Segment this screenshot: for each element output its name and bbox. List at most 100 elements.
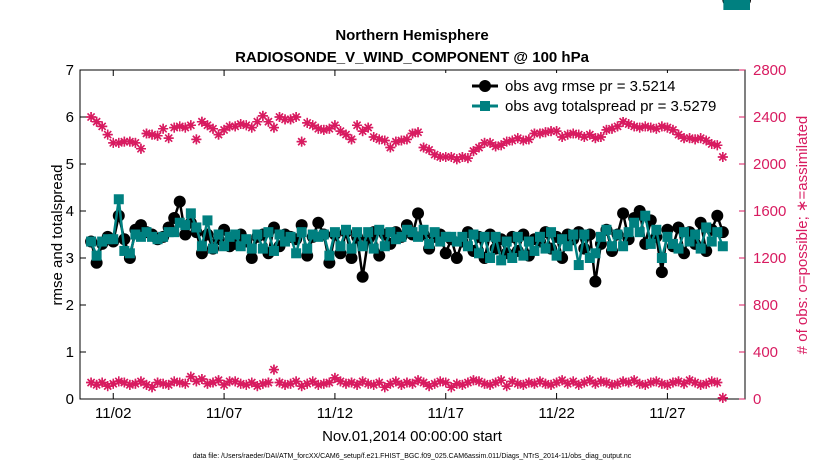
obs-assimilated-point (346, 134, 357, 145)
totalspread-point (468, 229, 479, 240)
totalspread-point (474, 248, 484, 259)
totalspread-point (523, 236, 534, 247)
obs-assimilated-point (695, 379, 706, 390)
obs-assimilated-point (562, 378, 573, 389)
totalspread-point (740, 0, 750, 10)
totalspread-point (341, 224, 351, 235)
obs-assimilated-point (468, 146, 479, 157)
obs-assimilated-point (385, 378, 396, 389)
totalspread-point (712, 227, 723, 238)
obs-assimilated-point (690, 134, 701, 145)
totalspread-point (568, 229, 579, 240)
obs-assimilated-point (141, 128, 152, 139)
obs-assimilated-point (645, 122, 656, 133)
obs-assimilated-point (679, 133, 690, 144)
obs-assimilated-point (379, 382, 390, 393)
totalspread-point (102, 234, 113, 245)
totalspread-point (213, 229, 224, 240)
obs-assimilated-point (490, 141, 501, 152)
obs-assimilated-point (634, 378, 645, 389)
rmse-point (589, 275, 602, 288)
obs-assimilated-point (313, 379, 324, 390)
totalspread-point (590, 248, 601, 259)
obs-assimilated-point (274, 377, 285, 388)
totalspread-point (302, 243, 313, 254)
obs-assimilated-point (196, 116, 207, 127)
totalspread-point (86, 236, 97, 247)
obs-assimilated-point (318, 378, 329, 389)
obs-assimilated-point (196, 374, 207, 385)
obs-assimilated-point (213, 375, 224, 386)
obs-assimilated-point (202, 120, 213, 131)
totalspread-point (623, 227, 634, 238)
obs-assimilated-point (363, 122, 374, 133)
obs-assimilated-point (629, 121, 640, 132)
totalspread-point (174, 217, 185, 228)
obs-assimilated-point (257, 110, 268, 121)
totalspread-point (235, 241, 246, 252)
rmse-point (412, 207, 425, 220)
obs-assimilated-point (180, 378, 191, 389)
obs-assimilated-point (363, 378, 374, 389)
obs-assimilated-point (119, 377, 130, 388)
obs-assimilated-point (640, 121, 651, 132)
totalspread-point (224, 231, 235, 242)
rmse-point (112, 209, 125, 222)
obs-assimilated-point (512, 133, 523, 144)
obs-assimilated-point (667, 124, 678, 135)
obs-assimilated-point (595, 376, 606, 387)
obs-assimilated-point (285, 378, 296, 389)
totalspread-point (429, 227, 440, 238)
obs-assimilated-point (523, 377, 534, 388)
y-left-tick-label: 2 (66, 297, 74, 314)
totalspread-point (163, 227, 174, 238)
obs-assimilated-point (91, 379, 102, 390)
obs-assimilated-point (208, 377, 218, 388)
rmse-point (173, 195, 186, 208)
y-right-tick-label: 2400 (753, 109, 786, 126)
obs-assimilated-point (496, 375, 507, 386)
rmse-point (655, 266, 668, 279)
totalspread-point (540, 243, 551, 254)
obs-assimilated-point (474, 376, 484, 387)
obs-assimilated-point (318, 124, 329, 135)
obs-assimilated-point (230, 121, 241, 132)
totalspread-point (119, 245, 130, 256)
totalspread-point (501, 236, 512, 247)
totalspread-point (202, 215, 213, 226)
obs-assimilated-point (612, 378, 623, 389)
totalspread-point (208, 243, 218, 254)
obs-assimilated-point (158, 123, 169, 134)
obs-assimilated-point (551, 377, 562, 388)
chart-title-line1: Northern Hemisphere (335, 27, 488, 44)
obs-assimilated-point (568, 128, 579, 139)
obs-assimilated-point (534, 128, 545, 139)
obs-assimilated-point (280, 114, 291, 125)
obs-assimilated-point (529, 128, 540, 139)
totalspread-point (551, 250, 562, 261)
obs-assimilated-point (507, 135, 518, 146)
totalspread-point (329, 227, 340, 238)
obs-assimilated-point (341, 129, 351, 140)
obs-assimilated-point (119, 136, 130, 147)
totalspread-point (629, 217, 640, 228)
obs-assimilated-point (667, 377, 678, 388)
obs-assimilated-point (280, 379, 291, 390)
obs-assimilated-point (163, 133, 174, 144)
obs-assimilated-point (701, 378, 712, 389)
obs-assimilated-point (102, 381, 113, 392)
obs-assimilated-point (335, 376, 346, 387)
obs-assimilated-point (152, 130, 163, 141)
obs-assimilated-point (546, 126, 557, 137)
x-tick-label: 11/12 (317, 405, 353, 422)
obs-assimilated-point (413, 375, 424, 386)
y-axis-label-right: # of obs: o=possible; ∗=assimilated (794, 116, 811, 355)
totalspread-point (130, 229, 141, 240)
obs-assimilated-point (557, 375, 568, 386)
obs-assimilated-point (169, 376, 180, 387)
obs-assimilated-point (512, 378, 523, 389)
obs-assimilated-point (457, 151, 468, 162)
totalspread-point (263, 227, 274, 238)
rmse-point (312, 216, 325, 229)
obs-assimilated-point (401, 377, 412, 388)
